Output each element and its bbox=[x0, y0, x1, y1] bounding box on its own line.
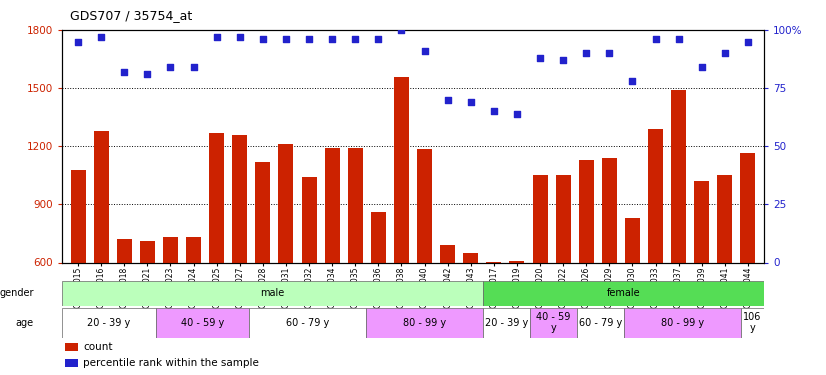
Point bbox=[233, 34, 246, 40]
Bar bbox=[671, 90, 686, 375]
Bar bbox=[625, 218, 640, 375]
Bar bbox=[155, 308, 249, 338]
Bar bbox=[301, 177, 316, 375]
Bar bbox=[163, 237, 178, 375]
Point bbox=[626, 78, 639, 84]
Point bbox=[256, 36, 269, 42]
Bar bbox=[577, 308, 624, 338]
Bar bbox=[417, 149, 432, 375]
Point bbox=[210, 34, 223, 40]
Text: age: age bbox=[16, 318, 34, 327]
Point bbox=[72, 39, 85, 45]
Point bbox=[557, 57, 570, 63]
Point bbox=[464, 99, 477, 105]
Bar bbox=[65, 343, 78, 351]
Text: female: female bbox=[607, 288, 640, 298]
Bar bbox=[70, 170, 86, 375]
Bar bbox=[140, 241, 155, 375]
Point bbox=[487, 108, 501, 114]
Point bbox=[741, 39, 754, 45]
Point bbox=[418, 48, 431, 54]
Bar bbox=[648, 129, 663, 375]
Bar bbox=[556, 176, 571, 375]
Point bbox=[672, 36, 686, 42]
Bar bbox=[483, 308, 530, 338]
Bar bbox=[602, 158, 617, 375]
Text: 20 - 39 y: 20 - 39 y bbox=[485, 318, 529, 327]
Point bbox=[718, 50, 731, 56]
Text: 106
y: 106 y bbox=[743, 312, 762, 333]
Bar bbox=[487, 261, 501, 375]
Point bbox=[117, 69, 131, 75]
Point bbox=[441, 97, 454, 103]
Text: 40 - 59 y: 40 - 59 y bbox=[181, 318, 224, 327]
Bar bbox=[483, 281, 764, 306]
Bar bbox=[740, 153, 756, 375]
Point bbox=[187, 64, 200, 70]
Bar bbox=[278, 144, 293, 375]
Point bbox=[279, 36, 292, 42]
Text: count: count bbox=[83, 342, 112, 352]
Bar bbox=[463, 253, 478, 375]
Bar bbox=[366, 308, 483, 338]
Text: 60 - 79 y: 60 - 79 y bbox=[286, 318, 330, 327]
Point bbox=[302, 36, 316, 42]
Bar bbox=[440, 245, 455, 375]
Bar bbox=[533, 176, 548, 375]
Point bbox=[95, 34, 108, 40]
Bar bbox=[186, 237, 201, 375]
Bar bbox=[209, 133, 224, 375]
Bar bbox=[717, 176, 733, 375]
Bar bbox=[232, 135, 247, 375]
Bar bbox=[255, 162, 270, 375]
Point bbox=[534, 55, 547, 61]
Text: 80 - 99 y: 80 - 99 y bbox=[403, 318, 446, 327]
Text: male: male bbox=[260, 288, 285, 298]
Point bbox=[580, 50, 593, 56]
Bar bbox=[249, 308, 366, 338]
Bar bbox=[624, 308, 741, 338]
Text: gender: gender bbox=[0, 288, 34, 298]
Point bbox=[510, 111, 524, 117]
Point bbox=[372, 36, 385, 42]
Point bbox=[164, 64, 177, 70]
Bar bbox=[530, 308, 577, 338]
Bar bbox=[371, 212, 386, 375]
Point bbox=[395, 27, 408, 33]
Text: 60 - 79 y: 60 - 79 y bbox=[578, 318, 622, 327]
Point bbox=[649, 36, 662, 42]
Bar bbox=[741, 308, 764, 338]
Bar bbox=[394, 76, 409, 375]
Point bbox=[349, 36, 362, 42]
Bar bbox=[348, 148, 363, 375]
Point bbox=[325, 36, 339, 42]
Text: percentile rank within the sample: percentile rank within the sample bbox=[83, 358, 259, 368]
Bar bbox=[325, 148, 339, 375]
Text: 20 - 39 y: 20 - 39 y bbox=[87, 318, 131, 327]
Text: 80 - 99 y: 80 - 99 y bbox=[661, 318, 704, 327]
Bar bbox=[62, 281, 483, 306]
Text: 40 - 59
y: 40 - 59 y bbox=[536, 312, 571, 333]
Bar bbox=[65, 359, 78, 367]
Bar bbox=[694, 181, 710, 375]
Bar bbox=[93, 131, 109, 375]
Point bbox=[603, 50, 616, 56]
Bar bbox=[116, 239, 132, 375]
Bar bbox=[510, 261, 525, 375]
Bar bbox=[579, 160, 594, 375]
Bar bbox=[62, 308, 155, 338]
Text: GDS707 / 35754_at: GDS707 / 35754_at bbox=[70, 9, 192, 22]
Point bbox=[695, 64, 709, 70]
Point bbox=[140, 71, 154, 77]
